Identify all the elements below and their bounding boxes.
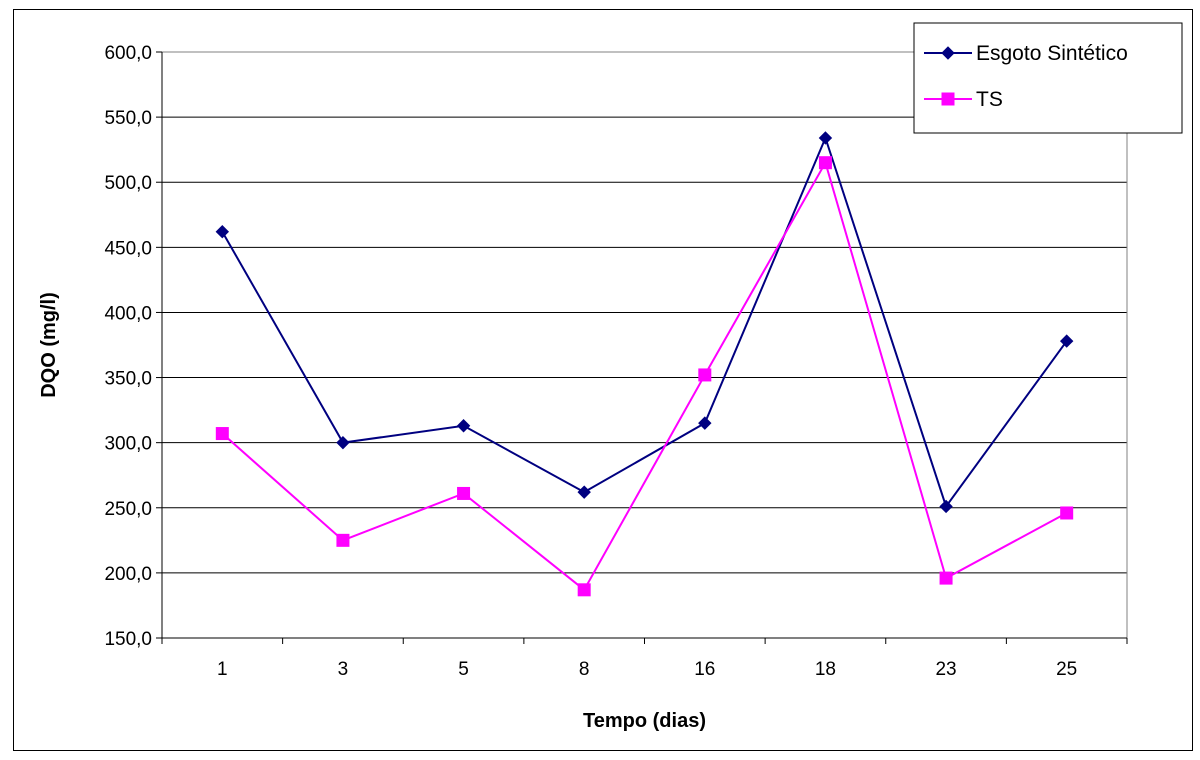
y-tick-label: 500,0 (104, 173, 152, 194)
y-tick-label: 150,0 (104, 629, 152, 650)
legend: Esgoto Sintético TS (913, 22, 1183, 134)
series (215, 131, 1074, 597)
y-axis-title: DQO (mg/l) (38, 292, 60, 398)
data-point (698, 368, 712, 382)
legend-marker (941, 46, 955, 60)
data-point (336, 533, 350, 547)
legend-label: Esgoto Sintético (976, 42, 1128, 65)
y-tick-label: 250,0 (104, 499, 152, 520)
data-point (577, 485, 591, 499)
x-axis-title: Tempo (dias) (583, 710, 706, 732)
axes (161, 52, 1127, 639)
data-point (1060, 506, 1074, 520)
data-point (215, 224, 230, 239)
data-point (336, 435, 350, 450)
y-tick-label: 600,0 (104, 43, 152, 64)
data-point (818, 131, 833, 145)
x-tick-label: 18 (815, 659, 836, 680)
x-tick-label: 23 (935, 659, 956, 680)
data-point (577, 583, 591, 597)
data-point (215, 427, 229, 441)
x-tick-label: 5 (458, 659, 469, 680)
y-tick-label: 200,0 (104, 564, 152, 585)
data-point (1059, 334, 1074, 348)
x-tick-label: 3 (338, 659, 349, 680)
y-tick-label: 550,0 (104, 108, 152, 129)
data-point (457, 486, 471, 500)
legend-marker (941, 92, 955, 106)
data-point (698, 416, 712, 430)
y-tick-label: 400,0 (104, 303, 152, 324)
x-tick-label: 8 (579, 659, 590, 680)
series-line (221, 135, 1068, 509)
legend-box (913, 22, 1183, 134)
y-axis-ticks: 150,0 200,0 250,0 300,0 350,0 400,0 450,0 500,0… (104, 43, 162, 650)
grid-lines (162, 51, 1127, 639)
series-line (221, 160, 1068, 592)
y-tick-label: 300,0 (104, 434, 152, 455)
legend-label: TS (976, 88, 1003, 111)
series-2 (215, 156, 1074, 597)
y-tick-label: 350,0 (104, 369, 152, 390)
series-1 (215, 131, 1074, 514)
x-tick-label: 1 (217, 659, 228, 680)
data-point (939, 499, 953, 514)
data-point (456, 419, 471, 433)
data-point (818, 156, 832, 170)
data-point (939, 571, 953, 585)
x-tick-label: 16 (694, 659, 715, 680)
x-tick-label: 25 (1056, 659, 1077, 680)
y-tick-label: 450,0 (104, 238, 152, 259)
x-axis-ticks: 1 3 5 8 16 18 23 25 (161, 638, 1128, 680)
plot-area (161, 51, 1128, 639)
